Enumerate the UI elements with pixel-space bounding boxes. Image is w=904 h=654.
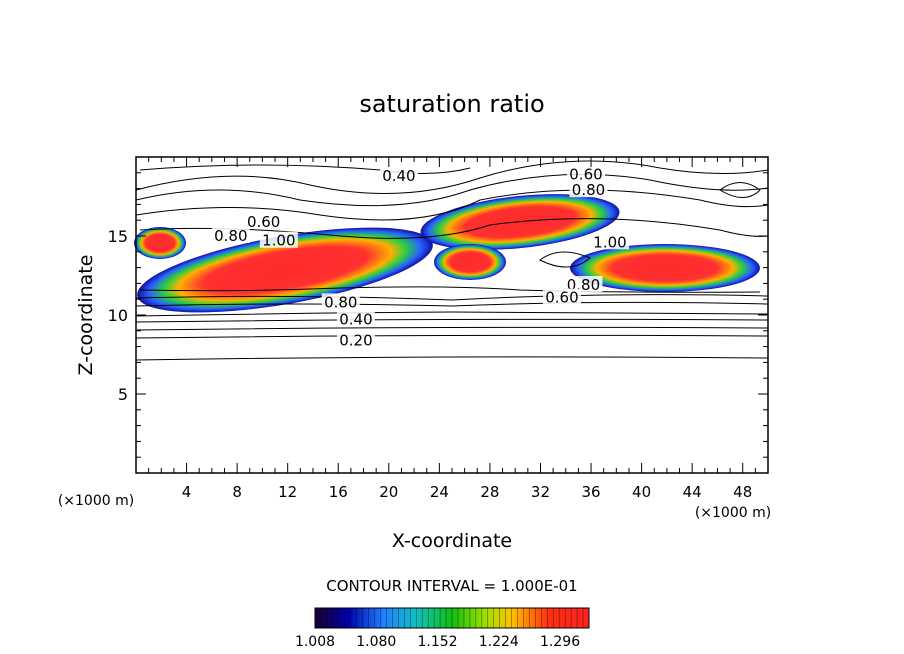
x-tick-label: 20 bbox=[379, 483, 398, 501]
x-tick-label: 48 bbox=[733, 483, 752, 501]
plume-left-edge bbox=[134, 227, 186, 259]
contour-label-bg bbox=[566, 165, 605, 182]
contour-line bbox=[135, 356, 769, 361]
contour-line bbox=[139, 164, 471, 175]
x-axis-ticks: 4 8 12 16 20 24 28 32 36 40 44 48 bbox=[148, 157, 756, 501]
contour-line bbox=[135, 326, 769, 331]
contour-label: 0.20 bbox=[339, 331, 372, 349]
y-axis-ticks: 5 10 15 bbox=[108, 172, 768, 458]
contour-lines bbox=[135, 160, 769, 361]
contour-label-bg bbox=[321, 293, 360, 310]
plot-frame bbox=[135, 156, 769, 474]
plume-left bbox=[137, 227, 433, 313]
contour-label-bg bbox=[336, 310, 375, 327]
contour-label: 1.00 bbox=[262, 232, 295, 250]
contour-label: 0.40 bbox=[339, 311, 372, 329]
contour-line bbox=[135, 311, 769, 317]
x-unit-label: (×1000 m) bbox=[695, 505, 771, 521]
z-unit-label: (×1000 m) bbox=[58, 493, 134, 509]
x-tick-label: 28 bbox=[480, 483, 499, 501]
contour-line bbox=[135, 160, 769, 195]
contour-line bbox=[135, 173, 769, 207]
contour-line bbox=[135, 294, 769, 301]
contour-label-bg bbox=[569, 181, 608, 198]
supersaturation-plumes bbox=[134, 194, 760, 313]
contour-label-bg bbox=[244, 212, 283, 229]
contour-label: 0.40 bbox=[382, 167, 415, 185]
contour-label-bg bbox=[211, 227, 250, 243]
x-axis-label: X-coordinate bbox=[392, 530, 512, 552]
contour-line bbox=[135, 334, 769, 339]
x-tick-label: 36 bbox=[581, 483, 600, 501]
contour-label: 0.60 bbox=[247, 213, 280, 231]
x-tick-label: 16 bbox=[329, 483, 348, 501]
contour-label: 1.00 bbox=[593, 233, 626, 251]
contour-interval-text: CONTOUR INTERVAL = 1.000E-01 bbox=[326, 577, 577, 595]
contour-label-bg bbox=[259, 231, 298, 248]
x-tick-label: 44 bbox=[683, 483, 702, 501]
colorbar: 1.008 1.080 1.152 1.224 1.296 bbox=[295, 607, 590, 650]
y-tick-label: 5 bbox=[118, 385, 128, 404]
colorbar-tick-label: 1.080 bbox=[356, 634, 396, 650]
contour-label-bg bbox=[379, 166, 418, 183]
contour-label: 0.80 bbox=[214, 227, 247, 245]
contour-label-bg bbox=[336, 331, 375, 348]
chart-title: saturation ratio bbox=[359, 90, 544, 118]
plume-right bbox=[570, 244, 760, 292]
contour-line bbox=[135, 318, 769, 323]
colorbar-tick-label: 1.152 bbox=[417, 634, 457, 650]
plume-center-low bbox=[434, 244, 506, 280]
y-axis-label: Z-coordinate bbox=[75, 255, 97, 376]
contour-label: 0.60 bbox=[545, 289, 578, 307]
contour-line bbox=[135, 301, 769, 307]
colorbar-tick-label: 1.008 bbox=[295, 634, 335, 650]
colorbar-tick-label: 1.296 bbox=[540, 634, 580, 650]
x-tick-label: 4 bbox=[182, 483, 192, 501]
colorbar-labels: 1.008 1.080 1.152 1.224 1.296 bbox=[295, 634, 580, 650]
x-tick-label: 12 bbox=[278, 483, 297, 501]
contour-label-bg bbox=[542, 288, 581, 305]
contour-label: 0.60 bbox=[569, 165, 602, 183]
contour-line bbox=[135, 189, 769, 221]
x-tick-label: 8 bbox=[232, 483, 242, 501]
x-tick-label: 32 bbox=[531, 483, 550, 501]
contour-line bbox=[139, 286, 761, 293]
contour-label: 0.80 bbox=[572, 181, 605, 199]
y-tick-label: 15 bbox=[108, 227, 128, 246]
y-tick-label: 10 bbox=[108, 306, 128, 325]
contour-line bbox=[719, 182, 761, 198]
x-tick-label: 40 bbox=[632, 483, 651, 501]
contour-label-bg bbox=[591, 233, 629, 250]
contour-labels: 0.40 0.600.800.600.80 1.00 1.000.800.600.80… bbox=[211, 165, 629, 349]
colorbar-stripes bbox=[320, 608, 584, 628]
contour-line bbox=[539, 251, 591, 268]
contour-label-bg bbox=[564, 275, 603, 292]
contour-label: 0.80 bbox=[324, 293, 357, 311]
contour-line bbox=[139, 218, 769, 239]
x-tick-label: 24 bbox=[430, 483, 449, 501]
colorbar-tick-label: 1.224 bbox=[479, 634, 519, 650]
